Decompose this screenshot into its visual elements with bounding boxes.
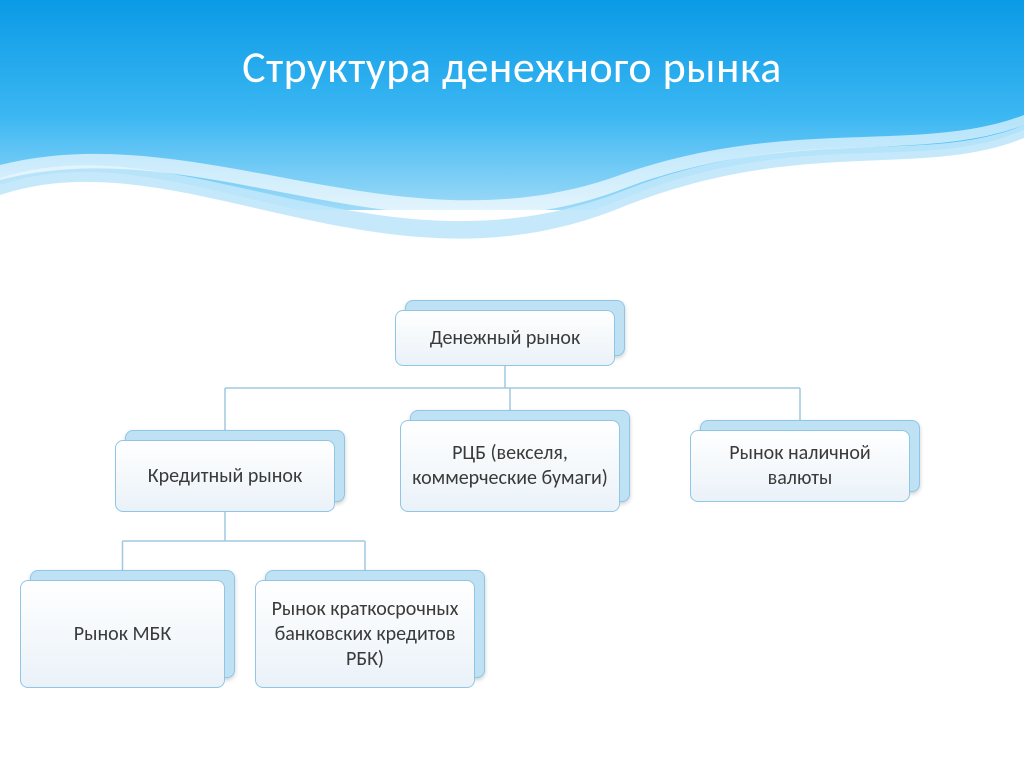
org-node-n1: Кредитный рынок (115, 440, 345, 522)
node-box: Рынок краткосрочных банковских кредитов … (255, 580, 475, 688)
node-label: Рынок наличной валюты (701, 441, 899, 491)
node-label: Рынок краткосрочных банковских кредитов … (266, 597, 464, 672)
org-node-n1b: Рынок краткосрочных банковских кредитов … (255, 580, 485, 698)
node-box: Рынок наличной валюты (690, 430, 910, 502)
org-chart: Денежный рынок Кредитный рынок РЦБ (вексел… (0, 0, 1024, 768)
org-node-n3: Рынок наличной валюты (690, 430, 920, 512)
node-label: Денежный рынок (430, 326, 581, 351)
node-label: РЦБ (векселя, коммерческие бумаги) (411, 441, 609, 491)
node-box: Рынок МБК (20, 580, 225, 688)
node-label: Кредитный рынок (148, 464, 302, 489)
node-box: РЦБ (векселя, коммерческие бумаги) (400, 420, 620, 512)
node-box: Кредитный рынок (115, 440, 335, 512)
org-node-root: Денежный рынок (395, 310, 625, 376)
org-node-n1a: Рынок МБК (20, 580, 235, 698)
node-box: Денежный рынок (395, 310, 615, 366)
node-label: Рынок МБК (74, 622, 171, 647)
org-node-n2: РЦБ (векселя, коммерческие бумаги) (400, 420, 630, 522)
